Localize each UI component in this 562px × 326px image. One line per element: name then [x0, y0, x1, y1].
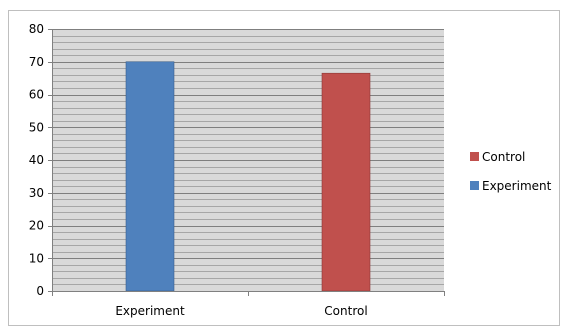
- x-tick-label: Experiment: [115, 304, 185, 318]
- bar-control: [321, 72, 371, 292]
- y-tick-label: 70: [29, 55, 44, 69]
- y-tick-label: 30: [29, 186, 44, 200]
- y-tick-label: 20: [29, 219, 44, 233]
- y-tick-label: 0: [36, 284, 44, 298]
- gridlines: [52, 29, 444, 292]
- y-tick-label: 50: [29, 120, 44, 134]
- legend: Control Experiment: [470, 150, 552, 193]
- y-axis-tick-labels: 0 10 20 30 40 50 60 70 80: [29, 22, 44, 298]
- y-tick-label: 80: [29, 22, 44, 36]
- bar-experiment: [125, 61, 175, 292]
- legend-swatch-control: [470, 152, 479, 161]
- legend-label-experiment: Experiment: [482, 179, 552, 193]
- legend-swatch-experiment: [470, 181, 479, 190]
- legend-label-control: Control: [482, 150, 525, 164]
- x-tick-label: Control: [324, 304, 367, 318]
- bars: [125, 61, 371, 292]
- x-axis-tick-labels: Experiment Control: [115, 304, 367, 318]
- y-tick-label: 60: [29, 88, 44, 102]
- axes: [48, 29, 445, 296]
- y-tick-label: 40: [29, 153, 44, 167]
- y-tick-label: 10: [29, 251, 44, 265]
